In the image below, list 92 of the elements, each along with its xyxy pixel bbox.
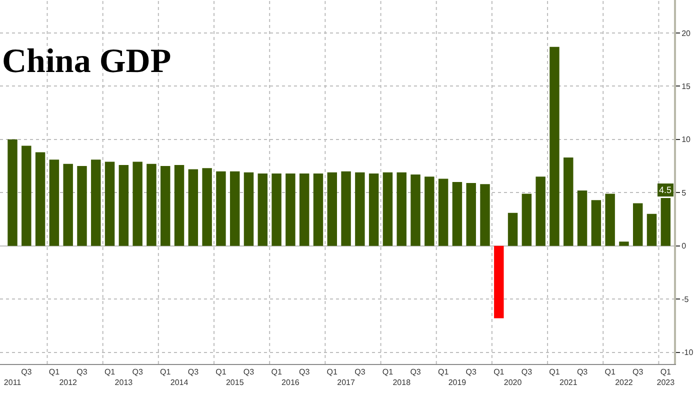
- y-tick-label: 15: [682, 82, 692, 92]
- x-tick-label: Q1: [438, 368, 450, 377]
- bar: [494, 246, 504, 318]
- bar: [188, 169, 198, 246]
- x-tick-label: Q1: [104, 368, 116, 377]
- x-tick-label: Q3: [299, 368, 310, 377]
- bar: [410, 174, 420, 246]
- x-tick-label: Q3: [632, 368, 644, 377]
- x-tick-label: Q1: [48, 368, 60, 377]
- x-tick-label: 2019: [448, 378, 467, 387]
- bar: [313, 173, 324, 246]
- x-tick-label: Q1: [271, 368, 282, 377]
- bar: [22, 146, 32, 246]
- x-tick-label: Q1: [216, 368, 227, 377]
- bar: [230, 171, 240, 246]
- bar: [77, 166, 87, 246]
- x-tick-label: Q1: [382, 368, 394, 377]
- x-tick-label: Q3: [354, 368, 366, 377]
- bar: [286, 173, 296, 246]
- x-tick-label: 2020: [504, 378, 522, 387]
- x-tick-label: 2018: [392, 378, 412, 387]
- bar: [160, 166, 170, 246]
- bar: [466, 183, 476, 246]
- bar: [452, 182, 462, 246]
- bar: [522, 194, 532, 246]
- bar: [258, 173, 268, 246]
- bar: [341, 171, 351, 246]
- x-tick-label: Q3: [521, 368, 533, 377]
- bar: [91, 160, 101, 246]
- bar: [577, 190, 588, 246]
- bar: [132, 162, 142, 246]
- bar: [174, 164, 184, 246]
- bar: [35, 152, 46, 246]
- bar: [382, 172, 393, 246]
- bar: [8, 139, 18, 246]
- x-tick-label: Q1: [604, 368, 616, 377]
- x-tick-label: 2017: [337, 378, 356, 387]
- bar: [564, 158, 574, 246]
- y-tick-label: 0: [682, 242, 687, 251]
- x-tick-label: Q3: [76, 368, 88, 377]
- bar: [480, 184, 490, 246]
- x-tick-label: 2014: [170, 378, 189, 387]
- bar: [104, 162, 115, 246]
- y-tick-label: -5: [682, 294, 690, 304]
- bar: [591, 200, 602, 246]
- x-tick-label: 2022: [615, 378, 634, 387]
- bar: [619, 242, 629, 246]
- y-tick-label: 20: [682, 28, 692, 38]
- bar: [633, 203, 643, 246]
- bar: [299, 173, 310, 246]
- x-tick-label: Q1: [494, 368, 505, 377]
- bar: [355, 172, 365, 246]
- x-tick-label: 2021: [559, 378, 578, 387]
- bar: [49, 160, 60, 246]
- text: China GDP: [2, 43, 172, 80]
- bar: [368, 173, 379, 246]
- bar: [424, 176, 434, 246]
- bar: [244, 172, 254, 246]
- bar: [202, 168, 212, 246]
- x-tick-label: Q3: [466, 368, 477, 377]
- x-tick-label: Q1: [160, 368, 172, 377]
- bar: [63, 164, 73, 246]
- data-label: 4.5: [659, 185, 672, 195]
- x-tick-label: 2015: [226, 378, 244, 387]
- x-tick-label: Q3: [188, 368, 200, 377]
- x-tick-label: Q3: [21, 368, 32, 377]
- y-tick-label: -10: [682, 348, 694, 358]
- x-tick-label: Q1: [549, 368, 560, 377]
- y-tick-label: 10: [682, 135, 692, 144]
- x-tick-label: Q3: [132, 368, 144, 377]
- y-tick-label: 5: [682, 188, 687, 198]
- bar: [605, 194, 615, 246]
- bar: [438, 178, 448, 246]
- x-tick-label: Q3: [410, 368, 422, 377]
- bar: [146, 164, 156, 246]
- x-tick-label: Q3: [576, 368, 588, 377]
- bar: [550, 46, 560, 246]
- x-tick-label: 2011: [4, 378, 22, 387]
- x-tick-label: Q1: [326, 368, 338, 377]
- bar: [118, 164, 129, 246]
- bar: [536, 176, 546, 246]
- bar: [272, 173, 282, 246]
- bar: [327, 172, 337, 246]
- x-tick-label: Q1 2023: [656, 368, 676, 387]
- x-tick-label: Q3: [243, 368, 255, 377]
- bar: [646, 214, 657, 246]
- x-tick-label: 2013: [114, 378, 134, 387]
- x-tick-label: 2016: [282, 378, 300, 387]
- bar: [508, 212, 518, 246]
- bar: [396, 172, 406, 246]
- bar: [216, 171, 226, 246]
- x-tick-label: 2012: [59, 378, 78, 387]
